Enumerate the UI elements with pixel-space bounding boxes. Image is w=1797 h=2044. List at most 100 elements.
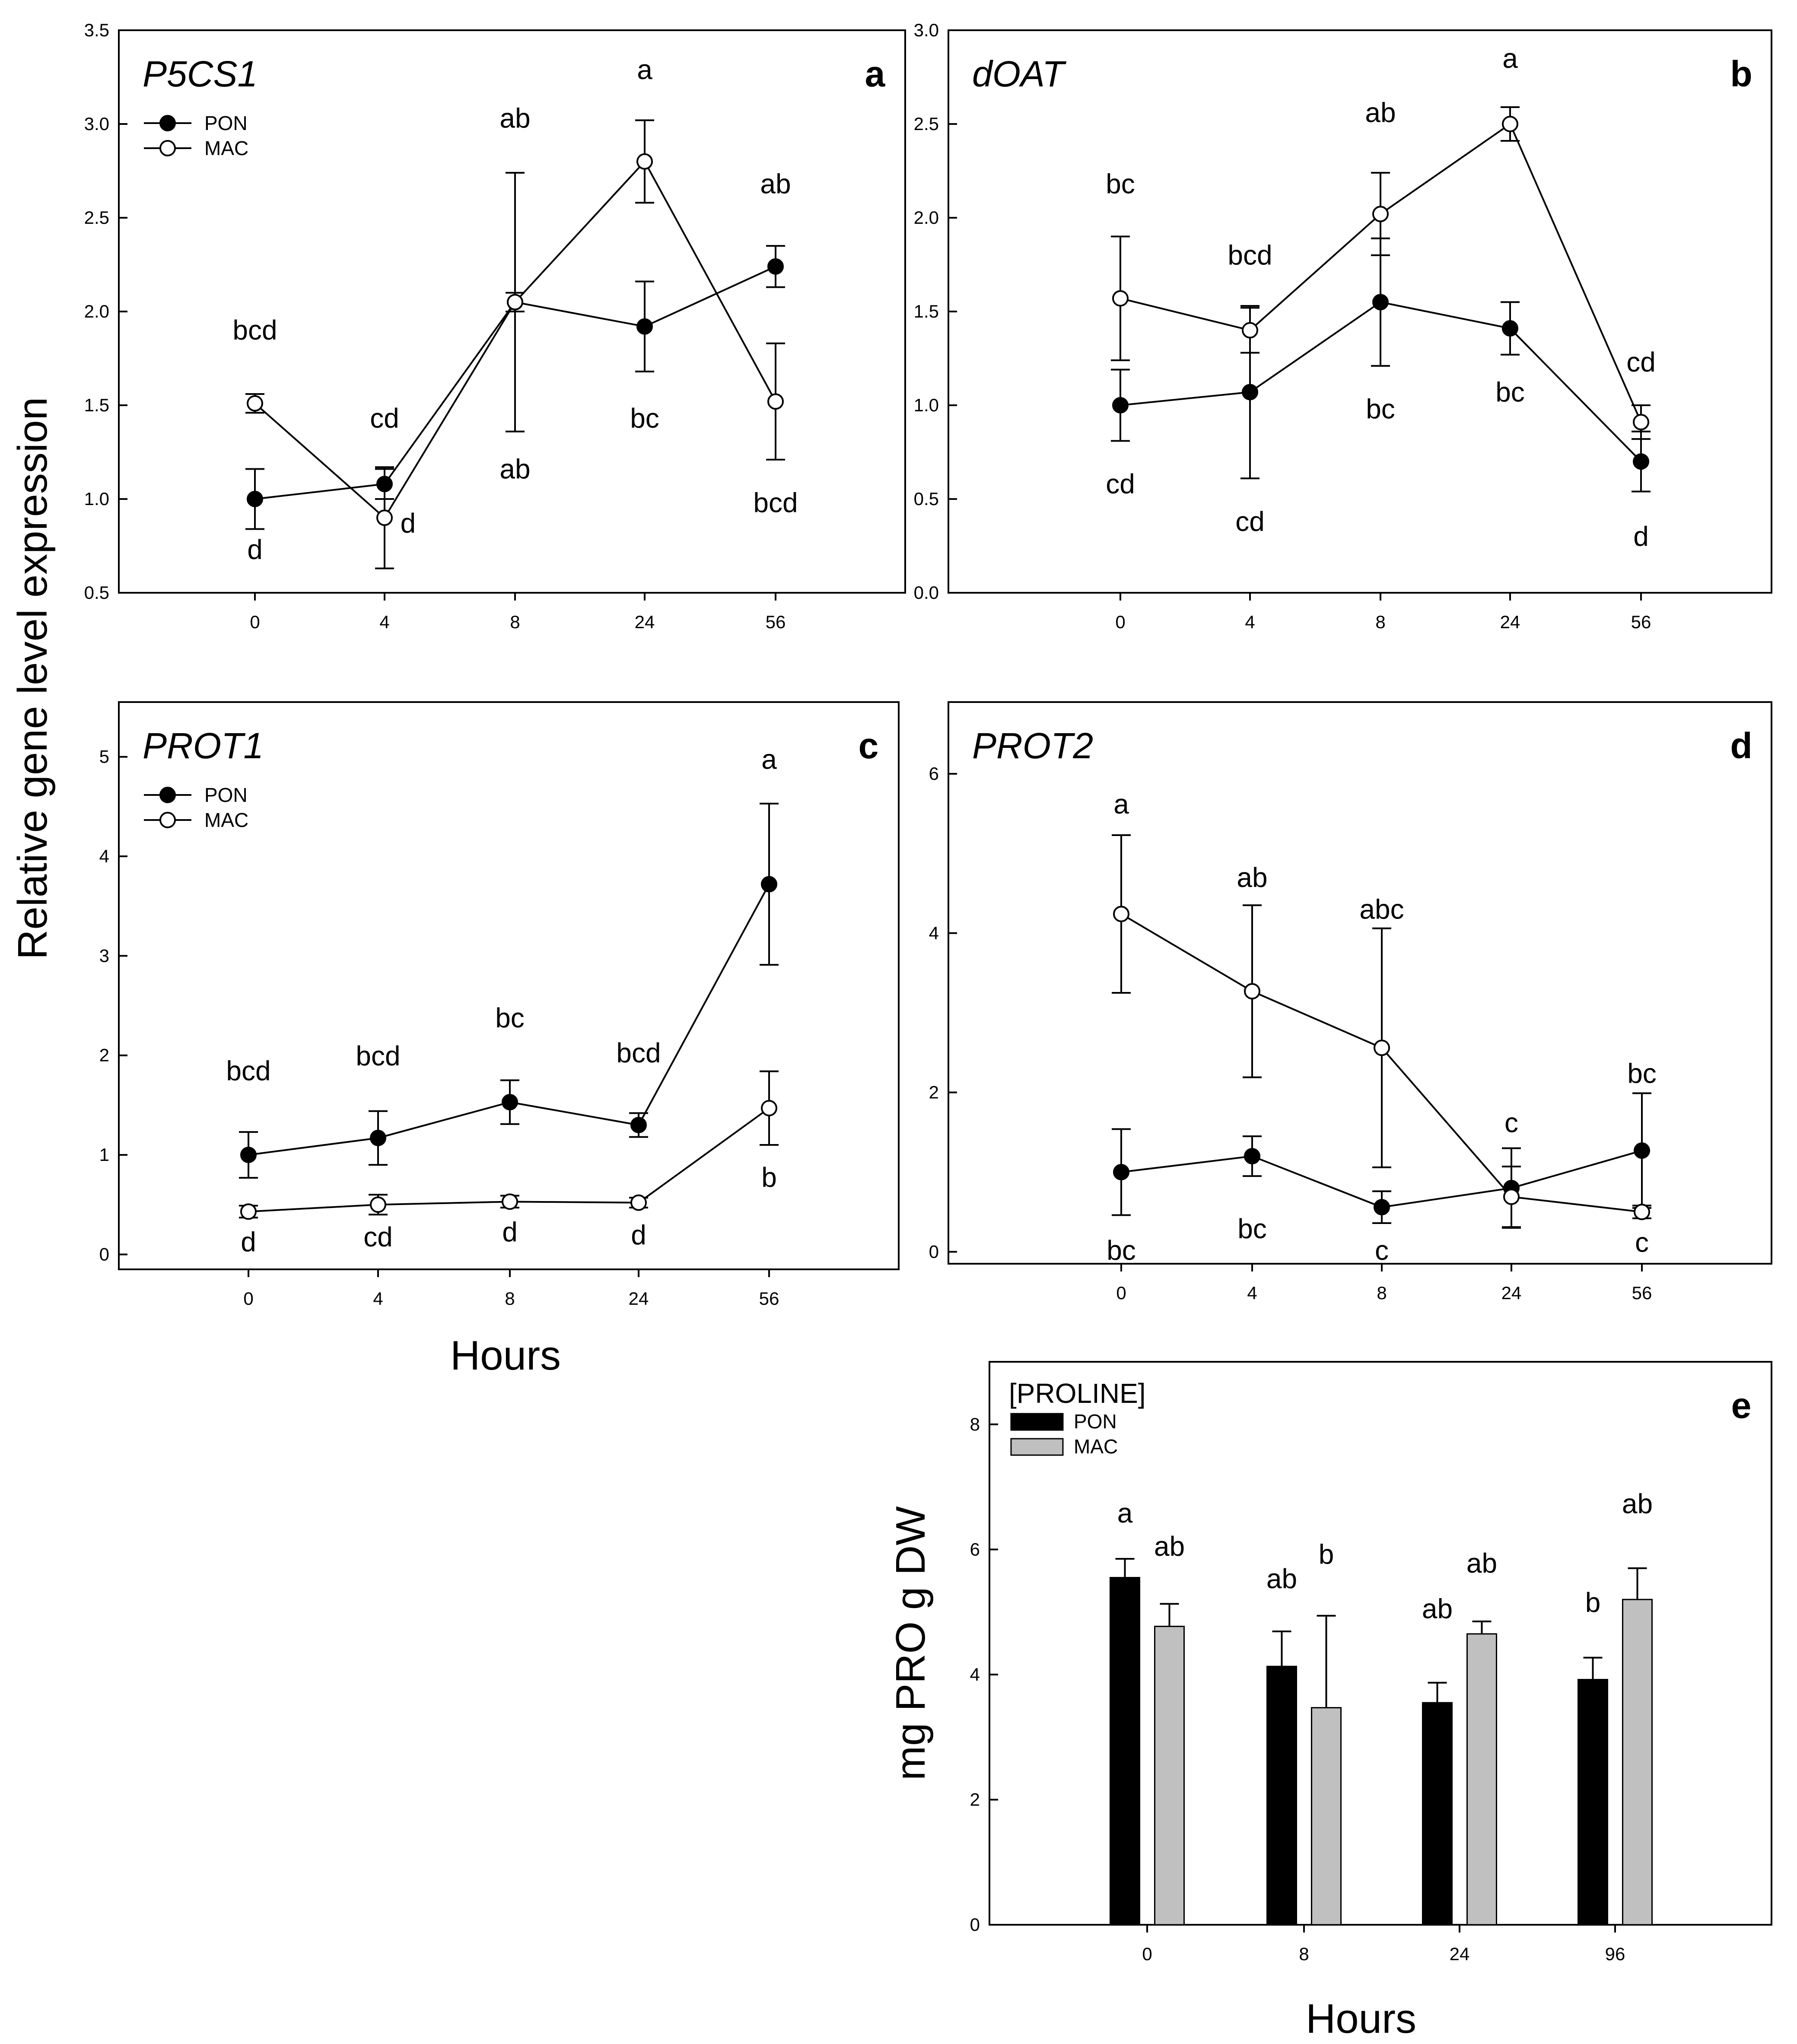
significance-letter: ab [760,168,791,200]
x-tick-label: 24 [629,1288,649,1309]
y-tick-label: 0 [970,1914,980,1935]
marker-pon [1242,384,1258,401]
x-tick-label: 8 [1377,1283,1387,1303]
significance-letter: a [1117,1497,1133,1529]
bar-pon [1578,1678,1608,1926]
x-tick-label: 4 [373,1288,383,1309]
x-tick-label: 96 [1605,1944,1625,1964]
marker-pon [630,1116,647,1133]
significance-letter: cd [1235,506,1265,537]
marker-pon [1502,320,1518,337]
significance-letter: c [1504,1107,1518,1138]
y-tick-label: 8 [970,1414,980,1434]
bar-mac [1311,1707,1342,1926]
marker-pon [1244,1148,1260,1165]
significance-letter: bc [1495,376,1525,407]
panel-title: PROT1 [143,725,264,766]
y-tick-label: 0 [99,1244,109,1264]
marker-mac [370,1196,386,1213]
marker-pon [636,318,653,335]
x-tick-label: 0 [1116,1283,1126,1303]
y-tick-label: 2.5 [914,114,939,134]
marker-pon [1112,397,1129,413]
significance-letter: ab [1622,1488,1653,1519]
bar-pon [1422,1702,1453,1926]
legend-label: MAC [204,137,248,159]
plot-frame [948,29,1772,594]
legend-marker [159,787,176,803]
x-tick-label: 8 [1375,612,1385,632]
y-tick-label: 2 [929,1082,939,1103]
legend-label: PON [1074,1410,1117,1433]
y-tick-label: 2 [99,1045,109,1065]
significance-letter: d [1633,521,1649,552]
legend-marker [159,812,176,828]
x-tick-label: 8 [510,612,520,632]
marker-mac [1503,1189,1520,1205]
significance-letter: abc [1359,894,1404,925]
marker-pon [1372,294,1389,311]
significance-letter: ab [1266,1563,1297,1594]
y-tick-label: 2.0 [84,301,109,321]
x-tick-label: 0 [250,612,260,632]
marker-mac [1242,322,1258,339]
y-tick-label: 3.0 [914,20,939,40]
significance-letter: ab [499,103,530,134]
significance-letter: cd [363,1221,393,1252]
significance-letter: bcd [356,1040,400,1071]
y-tick-label: 0.5 [914,489,939,509]
marker-pon [761,876,777,893]
marker-mac [761,1100,777,1116]
marker-mac [767,393,784,410]
y-tick-label: 0 [929,1241,939,1262]
significance-letter: ab [1237,862,1267,893]
y-tick-label: 0.5 [84,582,109,603]
marker-pon [1633,453,1649,470]
significance-letter: a [637,54,652,85]
significance-letter: b [1319,1539,1334,1570]
significance-letter: d [631,1219,646,1250]
significance-letter: bcd [1228,240,1272,271]
marker-mac [502,1193,518,1210]
significance-letter: b [761,1162,777,1193]
marker-mac [240,1203,257,1220]
marker-mac [1113,906,1129,922]
significance-letter: bc [1237,1213,1267,1244]
significance-letter: d [241,1227,256,1258]
x-tick-label: 0 [1142,1944,1152,1964]
y-tick-label: 5 [99,747,109,767]
x-tick-label: 4 [1245,612,1255,632]
x-tick-label: 56 [766,612,786,632]
x-tick-label: 56 [1631,612,1651,632]
marker-mac [1112,290,1129,307]
y-tick-label: 4 [99,846,109,866]
significance-letter: b [1585,1587,1601,1618]
significance-letter: cd [370,403,399,434]
significance-letter: bc [1627,1058,1657,1089]
marker-mac [1634,1204,1650,1221]
y-tick-label: 2 [970,1789,980,1809]
panel-title: PROT2 [972,725,1093,766]
significance-letter: bcd [226,1055,270,1086]
significance-letter: cd [1106,468,1135,499]
marker-mac [1244,983,1260,1000]
marker-mac [1633,414,1649,431]
legend-label: MAC [1074,1435,1118,1458]
y-tick-label: 1.5 [914,301,939,321]
y-tick-label: 3.0 [84,114,109,134]
legend-label: PON [204,112,248,134]
bar-mac [1154,1625,1185,1926]
significance-letter: bc [1106,168,1135,200]
significance-letter: a [1502,43,1518,74]
marker-mac [1374,1039,1390,1056]
x-tick-label: 0 [1115,612,1125,632]
legend-marker [159,115,176,131]
panel-letter: b [1730,54,1752,94]
y-axis-label: mg PRO g DW [887,1506,934,1780]
y-tick-label: 6 [970,1539,980,1559]
y-tick-label: 2.0 [914,207,939,228]
